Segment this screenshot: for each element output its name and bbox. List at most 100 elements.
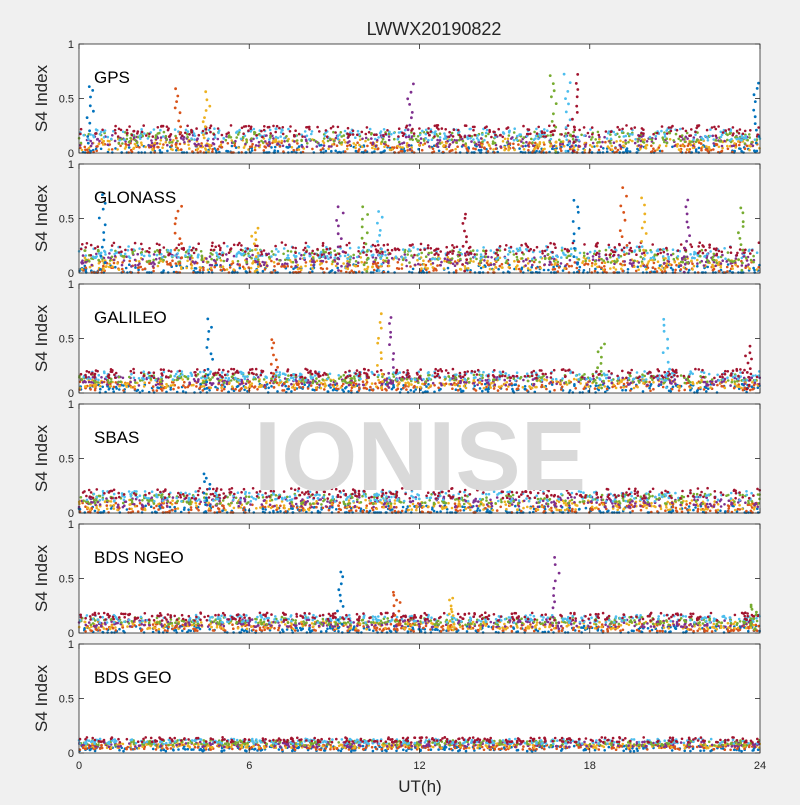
data-point — [144, 146, 147, 149]
data-point — [681, 258, 684, 261]
y-axis-label: S4 Index — [32, 184, 51, 252]
data-point — [282, 145, 285, 148]
data-point — [309, 271, 312, 274]
data-point — [554, 149, 557, 152]
spike-point — [366, 250, 369, 253]
data-point — [669, 263, 672, 266]
data-point — [337, 388, 340, 391]
data-point — [352, 133, 355, 136]
data-point — [265, 146, 268, 149]
data-point — [464, 142, 467, 145]
data-point — [544, 257, 547, 260]
spike-point — [576, 206, 579, 209]
data-point — [152, 135, 155, 138]
data-point — [370, 132, 373, 135]
data-point — [167, 253, 170, 256]
data-point — [166, 138, 169, 141]
data-point — [668, 390, 671, 393]
data-point — [225, 150, 228, 153]
data-point — [485, 135, 488, 138]
data-point — [126, 132, 129, 135]
data-point — [492, 268, 495, 271]
data-point — [720, 140, 723, 143]
data-point — [634, 142, 637, 145]
data-point — [634, 138, 637, 141]
data-point — [610, 138, 613, 141]
data-point — [473, 382, 476, 385]
data-point — [720, 131, 723, 134]
data-point — [286, 146, 289, 149]
data-point — [254, 149, 257, 152]
data-point — [296, 139, 299, 142]
data-point — [356, 134, 359, 137]
data-point — [610, 130, 613, 133]
data-point — [116, 148, 119, 151]
data-point — [652, 147, 655, 150]
data-point — [620, 386, 623, 389]
data-point — [118, 385, 121, 388]
data-point — [724, 378, 727, 381]
spike-point — [463, 230, 466, 233]
data-point — [165, 135, 168, 138]
data-point — [244, 151, 247, 154]
data-point — [211, 245, 214, 248]
data-point — [501, 136, 504, 139]
data-point — [141, 131, 144, 134]
data-point — [741, 136, 744, 139]
data-point — [608, 380, 611, 383]
data-point — [560, 133, 563, 136]
data-point — [118, 142, 121, 145]
spike-point — [462, 222, 465, 225]
data-point — [85, 271, 88, 274]
data-point — [137, 267, 140, 270]
data-point — [522, 379, 525, 382]
data-point — [451, 257, 454, 260]
data-point — [668, 260, 671, 263]
data-point — [169, 138, 172, 141]
data-point — [209, 147, 212, 150]
data-point — [163, 246, 166, 249]
data-point — [246, 247, 249, 250]
data-point — [372, 271, 375, 274]
data-point — [287, 388, 290, 391]
data-point — [557, 261, 560, 264]
data-point — [425, 133, 428, 136]
data-point — [597, 141, 600, 144]
data-point — [370, 250, 373, 253]
data-point — [157, 383, 160, 386]
data-point — [525, 248, 528, 251]
data-point — [576, 151, 579, 154]
data-point — [553, 389, 556, 392]
data-point — [323, 271, 326, 274]
data-point — [352, 254, 355, 257]
data-point — [334, 150, 337, 153]
data-point — [721, 251, 724, 254]
data-point — [181, 378, 184, 381]
data-point — [520, 244, 523, 247]
data-point — [488, 131, 491, 134]
data-point — [656, 148, 659, 151]
data-point — [157, 265, 160, 268]
data-point — [631, 140, 634, 143]
data-point — [480, 137, 483, 140]
data-point — [293, 140, 296, 143]
data-point — [630, 127, 633, 130]
spike-point — [254, 231, 257, 234]
data-point — [397, 261, 400, 264]
data-point — [95, 253, 98, 256]
data-point — [464, 265, 467, 268]
data-point — [519, 133, 522, 136]
data-point — [214, 386, 217, 389]
data-point — [527, 144, 530, 147]
spike-point — [179, 131, 182, 134]
data-point — [736, 254, 739, 257]
data-point — [723, 247, 726, 250]
data-point — [712, 148, 715, 151]
data-point — [304, 130, 307, 133]
data-point — [99, 133, 102, 136]
data-point — [448, 131, 451, 134]
data-point — [711, 126, 714, 129]
data-point — [664, 133, 667, 136]
data-point — [744, 148, 747, 151]
data-point — [752, 255, 755, 258]
